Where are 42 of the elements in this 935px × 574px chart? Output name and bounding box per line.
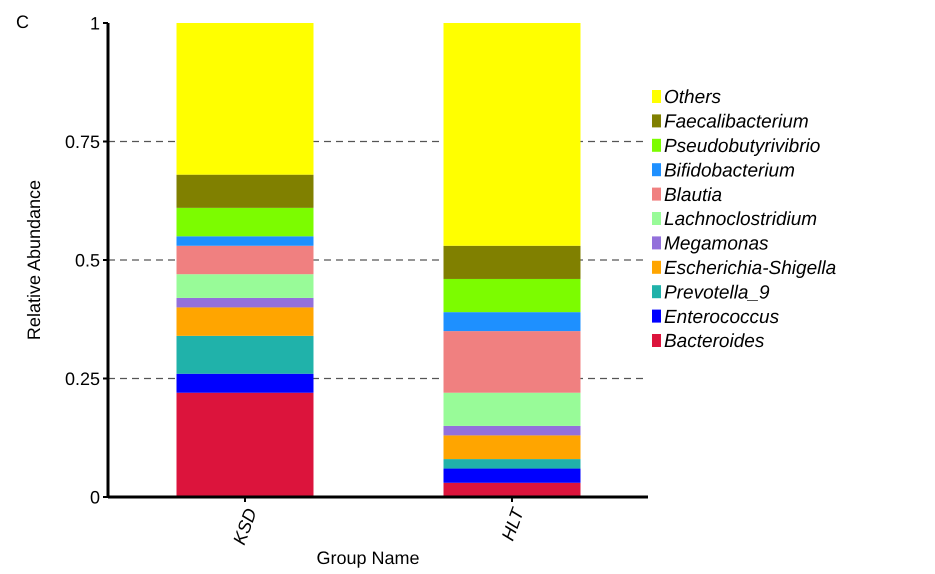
legend-label: Others bbox=[664, 87, 722, 108]
legend-label: Pseudobutyrivibrio bbox=[664, 136, 820, 157]
bar bbox=[176, 236, 314, 246]
chart-title: C bbox=[16, 12, 29, 32]
bar bbox=[444, 246, 580, 279]
y-tick-label: 0.75 bbox=[64, 132, 100, 152]
y-tick-label: 0.5 bbox=[74, 250, 100, 270]
bar bbox=[444, 23, 580, 246]
legend-label: Escherichia-Shigella bbox=[664, 258, 836, 279]
bar bbox=[444, 459, 580, 469]
y-axis-title: Relative Abundance bbox=[24, 180, 44, 340]
legend-label: Lachnoclostridium bbox=[664, 209, 818, 230]
bar bbox=[176, 307, 314, 336]
bar bbox=[176, 392, 314, 497]
bar bbox=[176, 23, 314, 175]
y-tick-label: 0 bbox=[90, 487, 100, 508]
bar bbox=[444, 278, 580, 312]
bar bbox=[444, 468, 580, 483]
legend-label: Bifidobacterium bbox=[664, 160, 795, 182]
bar bbox=[176, 336, 314, 374]
legend-label: Faecalibacterium bbox=[664, 112, 809, 133]
bar bbox=[176, 298, 314, 308]
y-tick-label: 0.25 bbox=[64, 368, 100, 389]
bar bbox=[444, 331, 580, 393]
legend-label: Blautia bbox=[664, 184, 722, 206]
bar bbox=[444, 392, 580, 426]
bar bbox=[444, 426, 580, 436]
bar bbox=[176, 174, 314, 208]
bar bbox=[444, 312, 580, 332]
bar bbox=[444, 435, 580, 460]
bar bbox=[176, 208, 314, 236]
legend-label: Megamonas bbox=[664, 234, 770, 255]
legend-label: Bacteroides bbox=[664, 331, 765, 352]
y-tick-label: 1 bbox=[90, 13, 100, 34]
x-axis-title: Group Name bbox=[316, 548, 420, 568]
bar bbox=[176, 374, 314, 393]
bar bbox=[176, 274, 314, 298]
legend-label: Prevotella_9 bbox=[664, 282, 770, 304]
x-tick-label: KSD bbox=[229, 506, 261, 548]
x-tick-label: HLT bbox=[498, 504, 528, 544]
bar bbox=[176, 246, 314, 274]
legend-label: Enterococcus bbox=[664, 306, 780, 328]
